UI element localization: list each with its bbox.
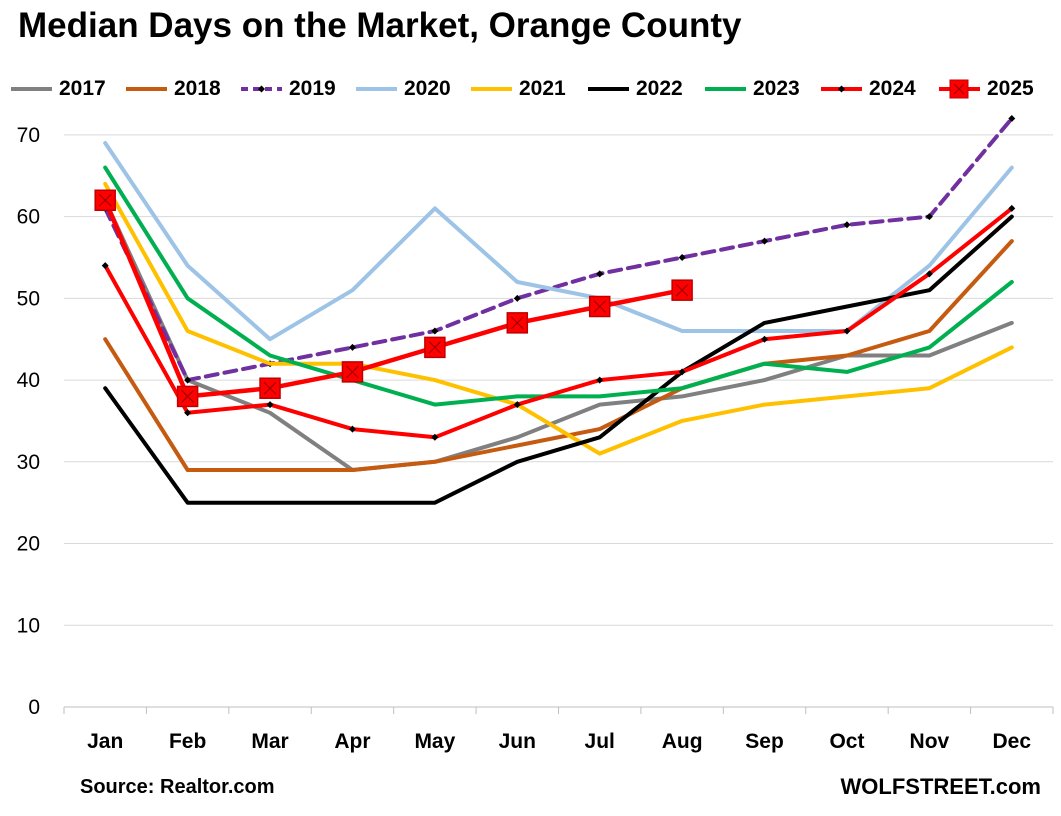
data-point-cross — [98, 193, 112, 207]
legend-swatch — [11, 87, 52, 91]
data-point — [348, 343, 356, 351]
data-point-cross — [675, 283, 689, 297]
x-tick-label: Jun — [499, 730, 536, 753]
data-point — [184, 409, 192, 417]
x-tick-label: Aug — [662, 730, 703, 753]
legend-swatch — [705, 87, 746, 91]
data-point — [843, 327, 851, 335]
data-point — [101, 262, 109, 270]
x-tick-label: Sep — [745, 730, 784, 753]
legend-label: 2019 — [289, 77, 336, 100]
data-point — [843, 221, 851, 229]
legend-swatch — [821, 85, 862, 93]
legend-swatch — [241, 85, 282, 93]
data-point — [596, 270, 604, 278]
series-line — [103, 181, 1014, 456]
x-tick-label: Feb — [169, 730, 206, 753]
legend-swatch — [356, 87, 397, 91]
x-tick-label: Mar — [251, 730, 288, 753]
series-line — [103, 206, 1014, 440]
legend-label: 2022 — [636, 77, 683, 100]
data-point — [596, 376, 604, 384]
series-2019 — [101, 115, 1016, 384]
source-note: Source: Realtor.com — [80, 776, 275, 798]
x-tick-label: Dec — [993, 730, 1032, 753]
x-tick-label: Nov — [910, 730, 950, 753]
y-tick-label: 70 — [17, 124, 40, 147]
chart-title: Median Days on the Market, Orange County — [18, 6, 742, 45]
legend-label: 2017 — [59, 77, 106, 100]
legend-swatch — [126, 87, 167, 91]
data-point — [925, 213, 933, 221]
y-axis: 0 10 20 30 40 50 60 70 — [17, 124, 40, 719]
y-tick-label: 50 — [17, 287, 40, 310]
data-point — [348, 425, 356, 433]
x-tick-label: Oct — [829, 730, 864, 753]
y-tick-label: 10 — [17, 614, 40, 637]
data-point — [513, 294, 521, 302]
legend-label: 2025 — [987, 77, 1034, 100]
series-2024 — [101, 204, 1016, 441]
brand-watermark: WOLFSTREET.com — [840, 774, 1041, 799]
data-point — [431, 433, 439, 441]
legend-label: 2018 — [174, 77, 221, 100]
x-axis: Jan Feb Mar Apr May Jun Jul Aug Sep Oct Nov Dec — [63, 706, 1054, 753]
series-line — [103, 165, 1014, 407]
series-lines — [94, 115, 1016, 505]
legend-swatch — [939, 79, 980, 99]
series-line — [103, 116, 1014, 383]
series-2018 — [103, 239, 1014, 472]
series-2022 — [103, 214, 1014, 505]
series-2025 — [94, 189, 693, 408]
data-point-cross — [263, 381, 277, 395]
series-2021 — [103, 181, 1014, 456]
data-point-cross — [428, 340, 442, 354]
x-tick-label: Apr — [334, 730, 370, 753]
legend-label: 2021 — [519, 77, 566, 100]
data-point — [925, 270, 933, 278]
data-point — [431, 327, 439, 335]
x-tick-label: May — [414, 730, 455, 753]
series-line — [103, 239, 1014, 472]
data-point — [266, 401, 274, 409]
data-point — [1008, 115, 1016, 123]
data-point-cross — [510, 316, 524, 330]
y-tick-label: 20 — [17, 533, 40, 556]
data-point — [761, 335, 769, 343]
data-point — [678, 368, 686, 376]
series-2023 — [103, 165, 1014, 407]
series-line — [103, 214, 1014, 505]
y-tick-label: 60 — [17, 206, 40, 229]
legend-swatch — [588, 87, 629, 91]
data-point — [513, 401, 521, 409]
data-point — [761, 237, 769, 245]
data-point-cross — [181, 389, 195, 403]
legend-label: 2024 — [869, 77, 916, 100]
data-point — [678, 253, 686, 261]
gridlines — [64, 134, 1053, 626]
series-line — [102, 198, 685, 399]
legend-label: 2020 — [404, 77, 451, 100]
x-tick-label: Jul — [585, 730, 615, 753]
legend-swatch — [471, 87, 512, 91]
data-point-cross — [593, 300, 607, 313]
data-point — [184, 376, 192, 384]
y-tick-label: 0 — [28, 696, 40, 719]
chart-legend: 2017 2018 2019 2020 2021 2022 2023 2024 2025 — [10, 76, 1055, 102]
y-tick-label: 30 — [17, 451, 40, 474]
y-tick-label: 40 — [17, 369, 40, 392]
data-point — [1008, 204, 1016, 212]
legend-label: 2023 — [753, 77, 800, 100]
data-point-cross — [346, 365, 359, 379]
x-tick-label: Jan — [87, 730, 123, 753]
